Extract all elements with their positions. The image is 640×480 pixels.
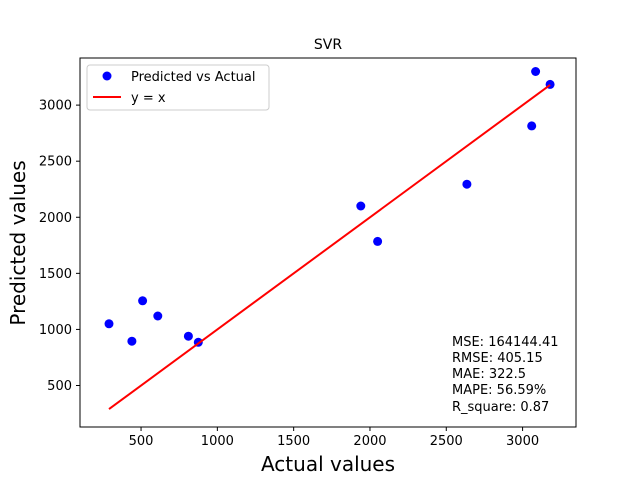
y-tick-label: 2500 <box>39 155 72 170</box>
x-axis-label: Actual values <box>261 452 395 476</box>
metric-mae: MAE: 322.5 <box>452 367 526 382</box>
x-tick-label: 500 <box>129 434 154 449</box>
scatter-point-4 <box>153 311 163 321</box>
legend-box <box>86 64 270 111</box>
metric-mse: MSE: 164144.41 <box>452 335 559 350</box>
scatter-point-9 <box>462 179 472 189</box>
metric-rmse: RMSE: 405.15 <box>452 351 543 366</box>
scatter-point-8 <box>373 236 383 246</box>
plot-area <box>104 67 555 410</box>
legend-scatter-label: Predicted vs Actual <box>131 70 255 85</box>
x-tick-label: 1500 <box>277 434 310 449</box>
x-tick-label: 2500 <box>430 434 463 449</box>
scatter-point-1 <box>104 319 114 329</box>
identity-line <box>108 84 551 410</box>
legend: Predicted vs Actual y = x <box>86 64 270 111</box>
axis-ticks: 500 1000 1500 2000 2500 3000 500 1000 1500 2000 25… <box>39 99 539 449</box>
legend-line-label: y = x <box>131 91 166 106</box>
metric-mape: MAPE: 56.59% <box>452 383 546 398</box>
metrics-annotation: MSE: 164144.41 RMSE: 405.15 MAE: 322.5 M… <box>452 335 559 415</box>
x-tick-label: 1000 <box>201 434 234 449</box>
scatter-point-10 <box>527 121 537 131</box>
metric-r-square: R_square: 0.87 <box>452 400 549 415</box>
y-tick-label: 500 <box>47 379 72 394</box>
scatter-point-2 <box>127 336 137 346</box>
y-tick-label: 2000 <box>39 211 72 226</box>
axes-frame <box>79 57 577 428</box>
y-axis-label: Predicted values <box>6 160 30 325</box>
chart-title: SVR <box>314 37 342 53</box>
x-tick-label: 3000 <box>506 434 539 449</box>
legend-scatter-marker <box>102 71 112 81</box>
scatter-point-5 <box>183 331 193 341</box>
scatter-point-7 <box>356 201 366 211</box>
y-tick-label: 1000 <box>39 323 72 338</box>
y-tick-label: 1500 <box>39 267 72 282</box>
y-tick-label: 3000 <box>39 99 72 114</box>
x-tick-label: 2000 <box>353 434 386 449</box>
scatter-point-11 <box>531 67 541 76</box>
scatter-point-3 <box>138 296 148 306</box>
